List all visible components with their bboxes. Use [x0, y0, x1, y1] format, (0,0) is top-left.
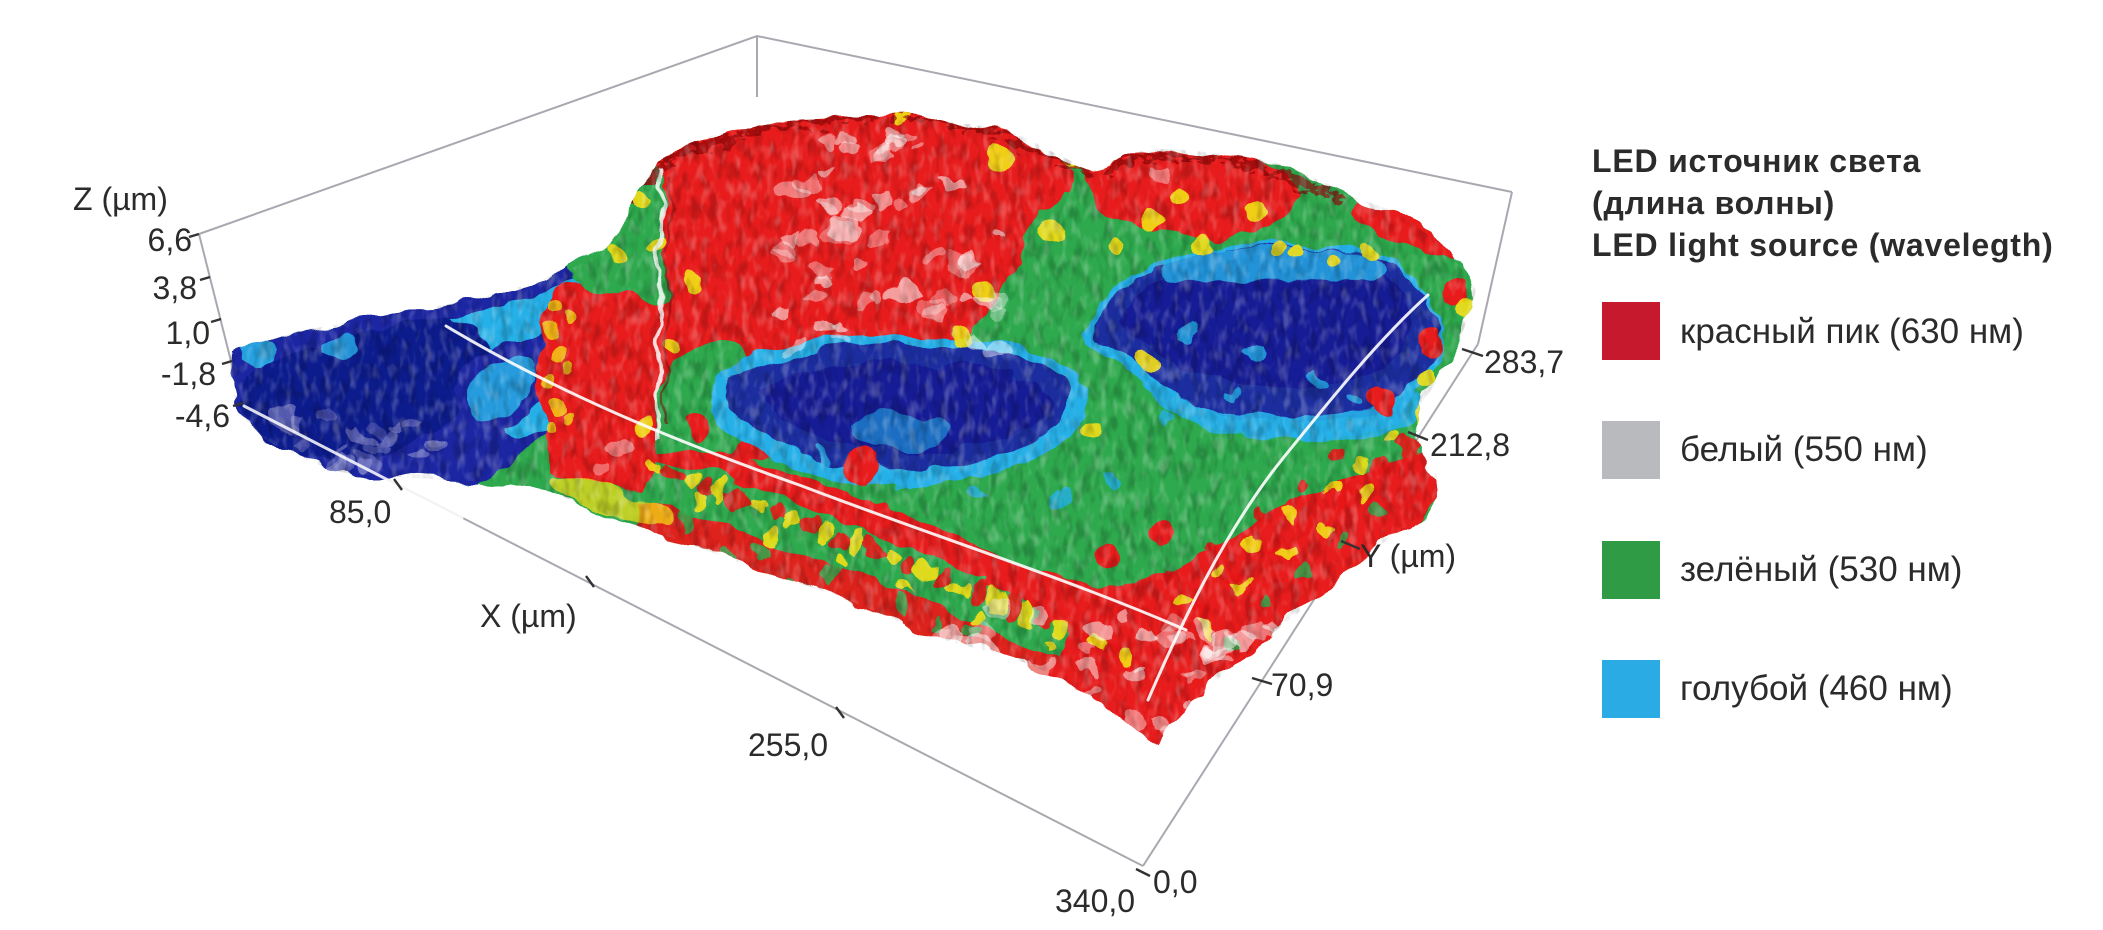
svg-text:-4,6: -4,6 [175, 398, 230, 434]
svg-text:LED источник света: LED источник света [1592, 143, 1921, 179]
svg-text:212,8: 212,8 [1430, 427, 1510, 463]
svg-text:6,6: 6,6 [148, 222, 192, 258]
svg-text:70,9: 70,9 [1271, 667, 1333, 703]
svg-text:X (µm): X (µm) [480, 598, 577, 634]
svg-text:-1,8: -1,8 [161, 356, 216, 392]
svg-text:(длина волны): (длина волны) [1592, 185, 1835, 221]
svg-text:зелёный (530 нм): зелёный (530 нм) [1680, 550, 1962, 589]
svg-text:3,8: 3,8 [153, 270, 197, 306]
svg-text:255,0: 255,0 [748, 727, 828, 763]
svg-text:1,0: 1,0 [166, 315, 210, 351]
svg-text:283,7: 283,7 [1484, 344, 1564, 380]
svg-text:голубой (460 нм): голубой (460 нм) [1680, 669, 1953, 708]
svg-text:Z (µm): Z (µm) [73, 181, 168, 217]
svg-text:340,0: 340,0 [1055, 883, 1135, 919]
svg-text:LED light source (wavelegth): LED light source (wavelegth) [1592, 227, 2054, 263]
svg-text:красный пик (630 нм): красный пик (630 нм) [1680, 312, 2024, 351]
svg-text:белый (550 нм): белый (550 нм) [1680, 430, 1928, 469]
svg-text:Y (µm): Y (µm) [1360, 538, 1456, 574]
svg-text:0,0: 0,0 [1153, 864, 1197, 900]
svg-text:85,0: 85,0 [329, 494, 391, 530]
